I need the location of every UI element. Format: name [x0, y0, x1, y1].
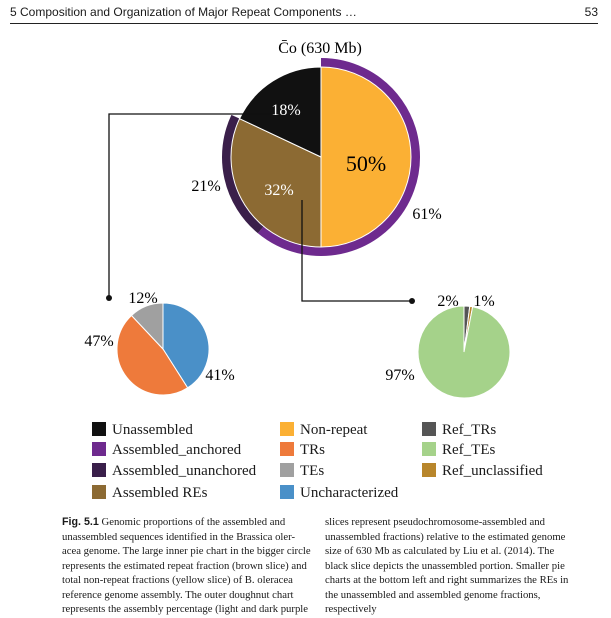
- figure-canvas: C̄o (630 Mb) 50% 32% 18% 61% 21% 41% 47%…: [84, 40, 511, 399]
- main-chart-title: C̄o (630 Mb): [278, 40, 362, 57]
- caption-line: reference genome assembly. The outer dou…: [62, 588, 294, 601]
- figure-caption-left: Fig. 5.1 Genomic proportions of the asse…: [62, 515, 343, 617]
- label-ref-trs: 2%: [437, 293, 458, 310]
- caption-label: Fig. 5.1: [62, 516, 99, 528]
- connector-dot-left: [106, 295, 112, 301]
- ring-arc-assembled-anchored: [257, 58, 420, 256]
- left-slice-tes: [130, 302, 164, 351]
- left-pie-chart: [116, 302, 210, 396]
- chapter-title: 5 Composition and Organization of Major …: [10, 5, 357, 19]
- ring-arc-assembled-unanchored: [222, 114, 264, 234]
- right-pie-chart: [417, 305, 511, 399]
- main-doughnut-ring: [222, 58, 420, 256]
- caption-line: represents the estimated repeat fraction…: [62, 559, 307, 572]
- page-number: 53: [584, 5, 598, 19]
- connector-unassembled: [108, 113, 270, 298]
- caption-line: Fig. 5.1 Genomic proportions of the asse…: [62, 516, 286, 528]
- label-ref-unclassified: 1%: [473, 293, 494, 310]
- connector-dot-right: [409, 298, 415, 304]
- caption-line: respectively: [325, 603, 377, 615]
- caption-line: acea genome. The large inner pie chart i…: [62, 545, 311, 557]
- right-slice-ref-tes: [417, 305, 511, 399]
- caption-line: total non-repeat fractions (yellow slice…: [62, 574, 293, 586]
- label-assembled-anchored: 61%: [412, 206, 441, 223]
- caption-line: size of 630 Mb as calculated by Liu et a…: [325, 545, 555, 557]
- connector-assembled: [301, 200, 412, 302]
- caption-line: unassembled fractions) relative to the e…: [325, 530, 566, 543]
- caption-line: represents the assembly percentage (ligh…: [62, 603, 309, 615]
- label-assembled-unanchored: 21%: [191, 178, 220, 195]
- label-assembled-res: 32%: [264, 182, 293, 199]
- label-tes: 12%: [128, 290, 157, 307]
- label-ref-tes: 97%: [385, 367, 414, 384]
- label-non-repeat: 50%: [346, 151, 386, 176]
- caption-line: slices represent pseudochromosome-assemb…: [325, 516, 545, 528]
- figure-caption-right: slices represent pseudochromosome-assemb…: [325, 515, 606, 617]
- caption-line: the unassembled and assembled genome fra…: [325, 588, 541, 601]
- caption-line: charts at the bottom left and right summ…: [325, 574, 569, 586]
- label-uncharacterized: 41%: [205, 367, 234, 384]
- caption-line: black slice depicts the unassembled port…: [325, 559, 565, 572]
- running-header: 5 Composition and Organization of Major …: [10, 3, 598, 24]
- main-slice-non-repeat: [320, 66, 412, 248]
- main-slice-unassembled: [238, 66, 322, 158]
- label-trs: 47%: [84, 333, 113, 350]
- left-slice-trs: [116, 314, 189, 396]
- label-unassembled: 18%: [271, 102, 300, 119]
- caption-line: unassembled sequences identified in the …: [62, 530, 296, 543]
- main-pie-chart: [230, 66, 412, 248]
